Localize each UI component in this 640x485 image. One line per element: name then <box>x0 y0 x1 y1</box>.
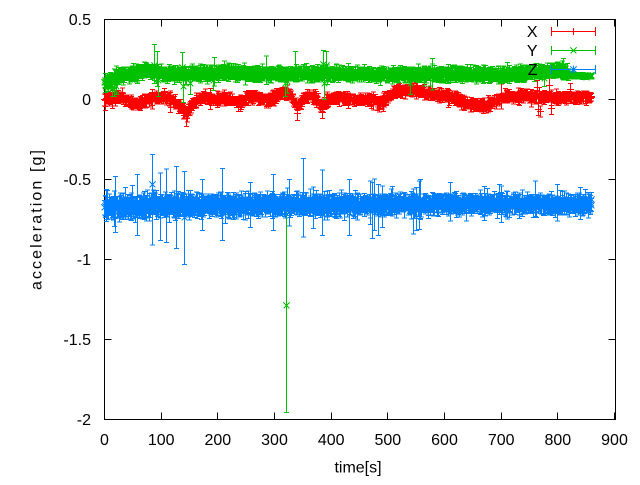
svg-text:600: 600 <box>431 432 458 449</box>
svg-text:500: 500 <box>374 432 401 449</box>
svg-text:0: 0 <box>100 432 109 449</box>
svg-text:-2: -2 <box>77 412 91 429</box>
svg-text:-1.5: -1.5 <box>63 332 91 349</box>
svg-text:100: 100 <box>148 432 175 449</box>
svg-text:700: 700 <box>488 432 515 449</box>
svg-text:900: 900 <box>601 432 628 449</box>
svg-text:-0.5: -0.5 <box>63 172 91 189</box>
svg-text:-1: -1 <box>77 252 91 269</box>
svg-text:time[s]: time[s] <box>334 460 381 477</box>
svg-text:300: 300 <box>261 432 288 449</box>
svg-text:X: X <box>527 24 538 41</box>
svg-text:acceleration [g]: acceleration [g] <box>29 148 46 290</box>
svg-text:400: 400 <box>318 432 345 449</box>
svg-text:Z: Z <box>528 62 538 79</box>
svg-text:0.5: 0.5 <box>69 12 91 29</box>
svg-text:0: 0 <box>82 92 91 109</box>
svg-text:Y: Y <box>527 43 538 60</box>
svg-text:800: 800 <box>544 432 571 449</box>
svg-text:200: 200 <box>204 432 231 449</box>
